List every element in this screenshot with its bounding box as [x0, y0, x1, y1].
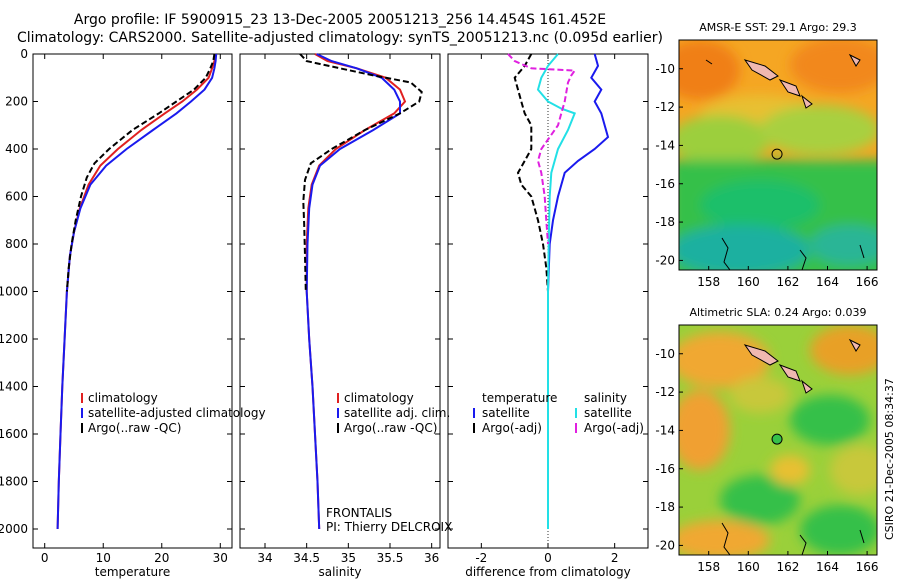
difference-xtick-label: 2: [611, 551, 619, 565]
difference-legend-header: temperature: [482, 391, 557, 405]
depth-tick-label: 0: [20, 47, 28, 61]
map-ytick-label: -16: [655, 177, 675, 191]
temperature-series-satellite-adjusted-climatology: [56, 53, 218, 530]
temperature-series-argo-raw-qc-: [65, 53, 216, 292]
sst-argo-marker: [771, 148, 783, 160]
temperature-axes-box: [32, 53, 233, 549]
map-ytick-label: -14: [655, 138, 675, 152]
temperature-xtick-label: 10: [96, 551, 111, 565]
salinity-xtick-label: 34: [257, 551, 272, 565]
difference-xlabel: difference from climatology: [465, 565, 631, 579]
sla-argo-marker: [771, 433, 783, 445]
difference-legend-header: salinity: [584, 391, 627, 405]
map-ytick-label: -20: [655, 253, 675, 267]
difference-legend-label: satellite: [482, 406, 530, 420]
salinity-series-satellite-adj-clim-: [305, 53, 401, 530]
map-xtick-label: 158: [697, 560, 720, 574]
difference-series-argo-adj-: [507, 53, 577, 245]
difference-xtick-label: 0: [544, 551, 552, 565]
map-xtick-label: 164: [816, 275, 839, 289]
sla-map-panel: Altimetric SLA: 0.24 Argo: 0.039: [655, 306, 878, 574]
depth-tick-label: 800: [5, 237, 28, 251]
sla-map-title: Altimetric SLA: 0.24 Argo: 0.039: [689, 306, 866, 319]
map-xtick-label: 162: [776, 275, 799, 289]
depth-tick-label: 1800: [0, 475, 28, 489]
depth-tick-label: 2000: [0, 522, 28, 536]
depth-tick-label: 400: [5, 142, 28, 156]
salinity-annotation: FRONTALIS: [326, 506, 392, 520]
panel-temperature: 0 10 20 30 0 200 400 600 800 1000 1200 1400 1600 1800…: [0, 47, 266, 579]
map-xtick-label: 160: [737, 560, 760, 574]
sst-map-field: [679, 40, 877, 270]
map-ytick-label: -14: [655, 423, 675, 437]
sst-map-panel: AMSR-E SST: 29.1 Argo: 29.3: [655, 21, 878, 289]
difference-series-satellite: [536, 53, 577, 529]
temperature-legend-label: climatology: [88, 391, 158, 405]
sst-map-ticks: 158 160 162 164 166 -10 -12 -14 -16 -18 -20: [655, 62, 878, 289]
difference-legend-label: Argo(-adj): [482, 421, 542, 435]
map-xtick-label: 158: [697, 275, 720, 289]
csiro-timestamp: CSIRO 21-Dec-2005 08:34:37: [883, 378, 896, 540]
difference-series-argo-adj-: [513, 53, 549, 292]
salinity-series-climatology: [305, 53, 407, 530]
sst-map-title: AMSR-E SST: 29.1 Argo: 29.3: [699, 21, 857, 34]
salinity-series-argo-raw-qc-: [299, 53, 423, 292]
header-line-2: Climatology: CARS2000. Satellite-adjuste…: [17, 30, 663, 46]
temperature-xtick-label: 20: [154, 551, 169, 565]
map-xtick-label: 166: [856, 275, 879, 289]
difference-legend-label: Argo(-adj): [584, 421, 644, 435]
header-line-1: Argo profile: IF 5900915_23 13-Dec-2005 …: [74, 12, 606, 28]
salinity-legend-label: satellite adj. clim.: [344, 406, 450, 420]
depth-tick-label: 1600: [0, 427, 28, 441]
depth-tick-label: 200: [5, 95, 28, 109]
map-xtick-label: 166: [856, 560, 879, 574]
difference-legend-label: satellite: [584, 406, 632, 420]
depth-tick-label: 1200: [0, 332, 28, 346]
temperature-legend-label: Argo(..raw -QC): [88, 421, 181, 435]
salinity-legend-label: climatology: [344, 391, 414, 405]
salinity-xtick-label: 36: [424, 551, 439, 565]
map-ytick-label: -10: [655, 347, 675, 361]
map-ytick-label: -12: [655, 100, 675, 114]
map-ytick-label: -10: [655, 62, 675, 76]
map-ytick-label: -18: [655, 500, 675, 514]
temperature-xtick-label: 30: [213, 551, 228, 565]
salinity-xlabel: salinity: [318, 565, 361, 579]
map-xtick-label: 162: [776, 560, 799, 574]
salinity-annotation: PI: Thierry DELCROIX: [326, 520, 452, 534]
salinity-legend-label: Argo(..raw -QC): [344, 421, 437, 435]
map-xtick-label: 160: [737, 275, 760, 289]
temperature-xlabel: temperature: [95, 565, 170, 579]
depth-tick-label: 1000: [0, 285, 28, 299]
salinity-xtick-label: 35.5: [377, 551, 404, 565]
temperature-xtick-label: 0: [41, 551, 49, 565]
map-ytick-label: -16: [655, 462, 675, 476]
map-ytick-label: -20: [655, 538, 675, 552]
temperature-series-climatology: [56, 53, 217, 530]
difference-xtick-label: -2: [475, 551, 487, 565]
sla-map-ticks: 158 160 162 164 166 -10 -12 -14 -16 -18 -20: [655, 347, 878, 574]
map-ytick-label: -12: [655, 385, 675, 399]
salinity-xtick-label: 34.5: [293, 551, 320, 565]
depth-tick-label: 1400: [0, 380, 28, 394]
map-ytick-label: -18: [655, 215, 675, 229]
profile-panels: 0 10 20 30020040060080010001200140016001800…: [0, 47, 649, 579]
temperature-legend-label: satellite-adjusted climatology: [88, 406, 266, 420]
salinity-axes-box: [239, 53, 441, 549]
map-xtick-label: 164: [816, 560, 839, 574]
salinity-xtick-label: 35: [341, 551, 356, 565]
depth-tick-label: 600: [5, 190, 28, 204]
panel-salinity: 34 34.5 35 35.5 36 salinity climatologysatelli…: [239, 53, 452, 579]
